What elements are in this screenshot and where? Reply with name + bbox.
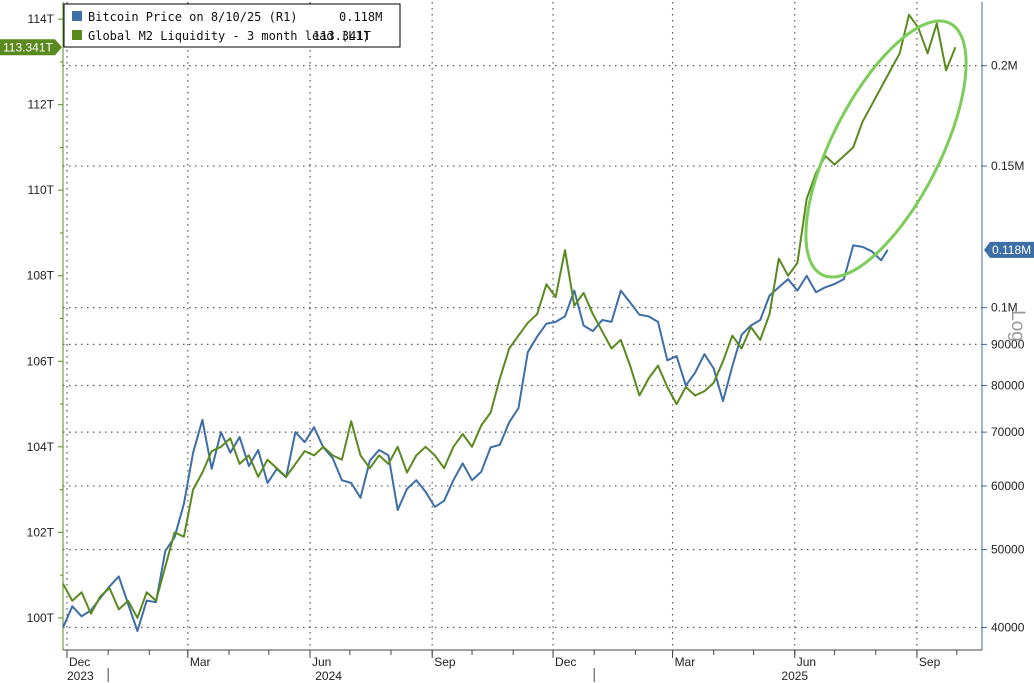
x-tick-label: Jun [797,655,816,669]
series-lines [62,13,957,632]
x-tick-label: Sep [919,655,941,669]
left-tick-label: 104T [27,440,55,454]
badge-m2-value: 113.341T [3,40,53,54]
legend-swatch-bitcoin [72,11,82,21]
grid-lines [63,2,982,650]
left-tick-label: 102T [27,525,55,539]
log-axis-label: Log [1007,310,1028,342]
right-tick-label: 0.1M [991,301,1018,315]
series-bitcoin-line [62,244,889,632]
right-tick-label: 60000 [991,479,1025,493]
year-label: 2023 [67,669,94,683]
year-label: 2025 [781,669,808,683]
left-tick-label: 112T [28,98,55,112]
badge-m2-bg [0,39,62,56]
axes: 100T 102T 104T 106T 108T 110T 112T 114T 40000 500… [27,2,1025,683]
legend-value-m2: 113.341T [313,29,371,43]
legend-swatch-m2 [72,30,82,40]
left-tick-label: 108T [27,269,55,283]
right-tick-label: 50000 [991,543,1025,557]
x-tick-label: Sep [434,655,456,669]
right-tick-label: 40000 [991,620,1025,634]
left-tick-label: 114T [28,12,55,26]
left-tick-label: 106T [27,354,55,368]
current-value-badges: 0.118M 113.341T [0,39,1034,258]
highlight-ellipse [804,19,968,279]
legend: Bitcoin Price on 8/10/25 (R1) 0.118M Glo… [63,3,401,48]
x-tick-label: Dec [555,655,576,669]
left-tick-label: 100T [27,611,55,625]
badge-bitcoin-value: 0.118M [992,243,1031,257]
left-tick-label: 110T [28,183,55,197]
right-tick-label: 0.15M [991,159,1024,173]
x-tick-label: Mar [675,655,696,669]
x-tick-label: Jun [312,655,331,669]
x-tick-label: Mar [190,655,211,669]
right-tick-label: 70000 [991,425,1025,439]
right-tick-label: 0.2M [991,59,1018,73]
legend-label-m2: Global M2 Liquidity - 3 month lead (L1) [88,29,370,43]
right-tick-label: 90000 [991,337,1025,351]
year-label: 2024 [315,669,342,683]
badge-bitcoin-bg [984,241,1034,258]
x-tick-label: Dec [69,655,90,669]
right-tick-label: 80000 [991,379,1025,393]
legend-value-bitcoin: 0.118M [339,10,382,24]
series-m2-line [62,13,957,619]
legend-label-bitcoin: Bitcoin Price on 8/10/25 (R1) [88,10,298,24]
